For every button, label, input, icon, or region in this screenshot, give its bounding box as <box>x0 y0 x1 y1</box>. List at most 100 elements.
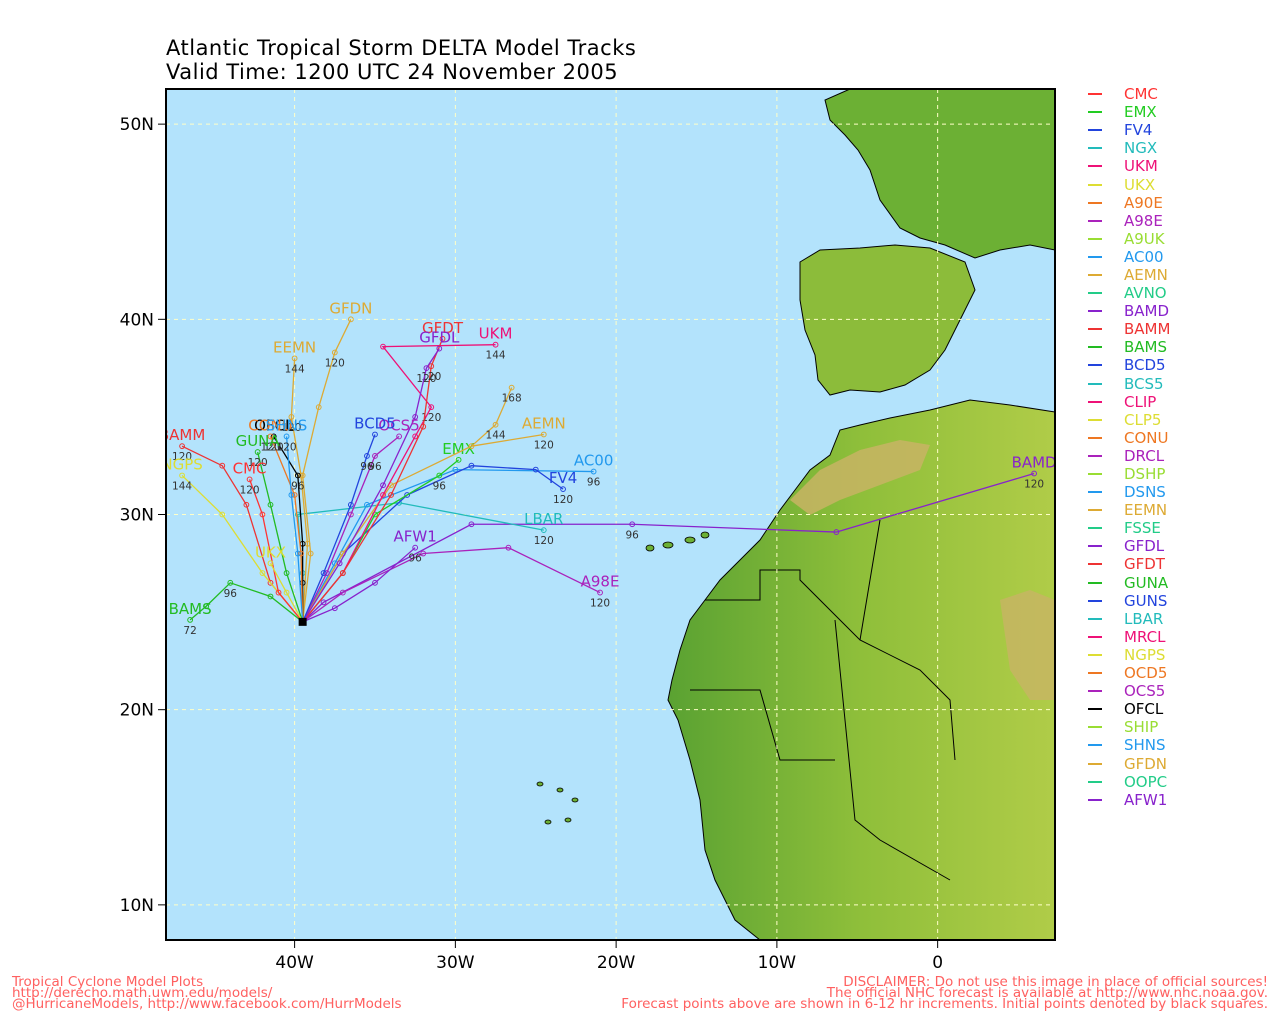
forecast-hour-label: 120 <box>1024 479 1044 491</box>
forecast-hour-label: 120 <box>248 457 268 469</box>
legend-swatch <box>1088 617 1102 620</box>
track-end-label: SHNS <box>266 416 308 434</box>
legend-label: FV4 <box>1124 121 1153 140</box>
track-end-label: AFW1 <box>394 528 437 546</box>
forecast-point <box>372 453 378 459</box>
track-end-label: UKM <box>479 325 513 343</box>
forecast-point <box>388 492 394 498</box>
forecast-hour-label: 120 <box>277 441 297 453</box>
legend-label: OCD5 <box>1124 664 1168 683</box>
forecast-hour-label: 96 <box>626 529 640 541</box>
forecast-point <box>420 550 427 557</box>
legend-swatch <box>1088 364 1102 367</box>
forecast-hour-label: 96 <box>360 461 374 473</box>
forecast-point <box>267 579 274 586</box>
forecast-hour-label: 120 <box>590 598 610 610</box>
forecast-point <box>323 570 330 576</box>
legend-item-shns: SHNS <box>1088 736 1278 754</box>
track-shns: 120 SHNS <box>266 416 308 622</box>
forecast-point <box>339 570 346 576</box>
forecast-point <box>420 423 427 430</box>
forecast-point <box>468 521 475 528</box>
forecast-point <box>246 476 253 483</box>
lon-tick-label: 0 <box>932 953 943 973</box>
legend-label: EMX <box>1124 103 1157 122</box>
legend-label: GUNS <box>1124 591 1168 610</box>
legend-swatch <box>1088 454 1102 457</box>
legend-label: OOPC <box>1124 772 1168 791</box>
forecast-hour-label: 120 <box>240 484 260 496</box>
legend-swatch <box>1088 328 1102 331</box>
forecast-hour-label: 144 <box>486 350 506 362</box>
forecast-point <box>436 472 443 479</box>
atlas-highlands <box>790 440 930 515</box>
forecast-point <box>560 486 566 493</box>
forecast-point <box>505 544 512 551</box>
track-end-label: EMX <box>442 440 475 458</box>
legend-label: NGPS <box>1124 645 1166 664</box>
forecast-point <box>320 570 327 576</box>
forecast-point <box>339 589 346 596</box>
forecast-hour-label: 120 <box>534 439 554 451</box>
forecast-point <box>179 443 185 450</box>
legend-swatch <box>1088 491 1102 494</box>
legend-swatch <box>1088 653 1102 656</box>
forecast-point <box>298 472 304 479</box>
forecast-point <box>380 492 386 498</box>
forecast-point <box>436 345 443 352</box>
legend-label: BAMD <box>1124 302 1170 321</box>
track-line <box>302 547 601 623</box>
forecast-hour-label: 120 <box>534 535 554 547</box>
legend-item-lbar: LBAR <box>1088 610 1278 628</box>
legend-label: CONU <box>1124 428 1169 447</box>
forecast-point <box>219 511 226 518</box>
legend-item-a9uk: A9UK <box>1088 230 1278 248</box>
legend-item-dshp: DSHP <box>1088 465 1278 483</box>
legend: CMC EMX FV4 NGX UKM UKX A90E A98E A9UK AC00 AEMN AV… <box>1088 85 1278 809</box>
track-line <box>302 434 376 623</box>
legend-swatch <box>1088 273 1102 276</box>
legend-label: AVNO <box>1124 284 1167 303</box>
track-line <box>269 436 304 622</box>
forecast-point <box>532 466 539 473</box>
forecast-point <box>423 365 430 372</box>
forecast-point <box>468 462 475 469</box>
forecast-point <box>452 466 459 473</box>
legend-label: AEMN <box>1124 265 1168 284</box>
track-line <box>248 479 304 623</box>
footer-social[interactable]: @HurricaneModels, http://www.facebook.co… <box>12 996 402 1012</box>
legend-swatch <box>1088 509 1102 512</box>
track-end-label: GFDN <box>329 299 372 317</box>
track-a98e: 120 A98E <box>302 544 619 623</box>
legend-label: SHNS <box>1124 736 1166 755</box>
forecast-point <box>267 433 274 440</box>
track-line <box>302 547 416 623</box>
legend-label: CLP5 <box>1124 410 1162 429</box>
legend-item-a90e: A90E <box>1088 194 1278 212</box>
track-line <box>302 468 594 623</box>
legend-item-guna: GUNA <box>1088 574 1278 592</box>
track-line <box>302 435 400 623</box>
legend-swatch <box>1088 111 1102 114</box>
track-line <box>290 358 309 622</box>
forecast-hour-label: 120 <box>421 371 441 383</box>
legend-item-emx: EMX <box>1088 103 1278 121</box>
legend-swatch <box>1088 183 1102 186</box>
legend-swatch <box>1088 436 1102 439</box>
legend-label: GFDL <box>1124 537 1165 556</box>
forecast-point <box>540 527 547 534</box>
footer-site-url[interactable]: http://derecho.math.uwm.edu/models/ <box>12 985 273 1001</box>
legend-item-avno: AVNO <box>1088 284 1278 302</box>
legend-item-cmc: CMC <box>1088 85 1278 103</box>
forecast-point <box>428 404 435 411</box>
legend-swatch <box>1088 708 1102 711</box>
lat-tick-label: 30N <box>120 506 154 526</box>
forecast-point <box>428 363 435 370</box>
track-end-label: BCD5 <box>354 414 396 432</box>
forecast-point <box>455 456 462 463</box>
forecast-point <box>1031 470 1038 477</box>
forecast-hour-label: 72 <box>183 625 196 637</box>
forecast-point <box>288 492 295 498</box>
